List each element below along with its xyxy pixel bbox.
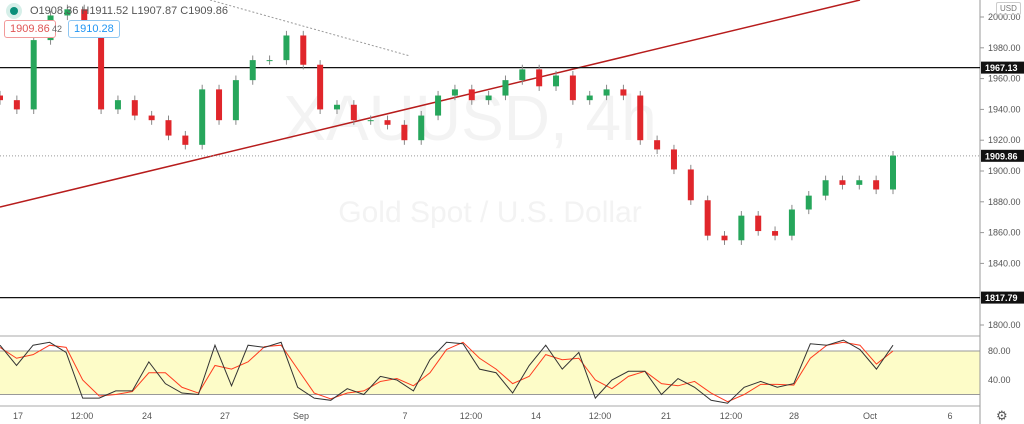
price-tick-label: 1860.00 (988, 228, 1021, 238)
candle (856, 180, 863, 185)
time-tick-label: 14 (531, 411, 541, 421)
candle (367, 120, 374, 122)
candle (536, 69, 543, 87)
candle (418, 115, 425, 141)
candle (468, 89, 475, 101)
stoch-k-line (0, 339, 894, 404)
candle (485, 95, 492, 101)
last-price-label: 1909.86 (985, 151, 1018, 161)
time-tick-label: 6 (947, 411, 952, 421)
ohlc-values: O1908.36 H1911.52 L1907.87 C1909.86 (30, 5, 228, 17)
candle (687, 169, 694, 201)
price-tick-label: 1980.00 (988, 43, 1021, 53)
candle (553, 75, 560, 87)
candle (519, 69, 526, 81)
time-tick-label: 28 (789, 411, 799, 421)
price-tick-label: 1840.00 (988, 258, 1021, 268)
candle (721, 235, 728, 241)
candle (704, 200, 711, 236)
candle (805, 195, 812, 210)
candle (620, 89, 627, 96)
candle (603, 89, 610, 96)
candle (266, 60, 273, 62)
price-tick-label: 2000.00 (988, 12, 1021, 22)
time-tick-label: 12:00 (71, 411, 94, 421)
sell-button[interactable]: 1909.86 (4, 20, 56, 38)
candle (788, 209, 795, 236)
candle (64, 9, 71, 16)
dotted-trendline (209, 0, 411, 57)
candle (435, 95, 442, 116)
candle (384, 120, 391, 125)
time-tick-label: 17 (13, 411, 23, 421)
candle (165, 120, 172, 136)
price-tick-label: 1940.00 (988, 104, 1021, 114)
price-tick-label: 1880.00 (988, 197, 1021, 207)
candle (670, 149, 677, 170)
candle (873, 180, 880, 190)
candle (738, 215, 745, 241)
ohlc-legend: O1908.36 H1911.52 L1907.87 C1909.86 (10, 5, 228, 17)
candle (333, 104, 340, 110)
candle (451, 89, 458, 96)
candle (199, 89, 206, 145)
candle (148, 115, 155, 121)
price-tick-label: 1960.00 (988, 74, 1021, 84)
stoch-band (0, 351, 980, 395)
candle (300, 35, 307, 65)
gear-icon[interactable]: ⚙ (996, 408, 1008, 423)
candle (637, 95, 644, 141)
candle (98, 30, 105, 110)
candle (755, 215, 762, 232)
rising-trendline (0, 0, 861, 208)
dot-icon (10, 7, 18, 15)
candle (822, 180, 829, 196)
candle (317, 64, 324, 110)
candle (586, 95, 593, 101)
candle (401, 124, 408, 141)
time-tick-label: Sep (293, 411, 309, 421)
candle (772, 231, 779, 236)
level-label: 1817.79 (985, 293, 1018, 303)
candle (249, 60, 256, 81)
time-tick-label: Oct (863, 411, 878, 421)
candle (131, 100, 138, 116)
currency-label[interactable]: USD (996, 2, 1021, 15)
candle (216, 89, 223, 121)
spread: 42 (52, 24, 63, 34)
level-label: 1967.13 (985, 63, 1018, 73)
time-tick-label: 27 (220, 411, 230, 421)
price-tick-label: 1900.00 (988, 166, 1021, 176)
buy-button[interactable]: 1910.28 (68, 20, 120, 38)
price-tick-label: 1920.00 (988, 135, 1021, 145)
candle (350, 104, 357, 121)
candle (890, 155, 896, 190)
candle (114, 100, 121, 110)
candle (0, 95, 3, 101)
level-badge (981, 291, 1024, 304)
watermark-name: Gold Spot / U.S. Dollar (338, 196, 641, 229)
candle (30, 40, 37, 110)
candle (232, 80, 239, 121)
stoch-d-line (0, 341, 894, 403)
time-tick-label: 24 (142, 411, 152, 421)
level-badge (981, 61, 1024, 74)
time-tick-label: 12:00 (589, 411, 612, 421)
stoch-tick-label: 80.00 (988, 346, 1011, 356)
candle (13, 100, 20, 110)
last-price-badge (981, 149, 1024, 162)
stoch-tick-label: 40.00 (988, 375, 1011, 385)
time-tick-label: 7 (402, 411, 407, 421)
candle (654, 140, 661, 150)
price-tick-label: 1800.00 (988, 320, 1021, 330)
candle (839, 180, 846, 185)
candle (283, 35, 290, 61)
candle (569, 75, 576, 101)
time-tick-label: 12:00 (720, 411, 743, 421)
candle (182, 135, 189, 145)
time-tick-label: 12:00 (460, 411, 483, 421)
candle (502, 80, 509, 96)
time-tick-label: 21 (661, 411, 671, 421)
